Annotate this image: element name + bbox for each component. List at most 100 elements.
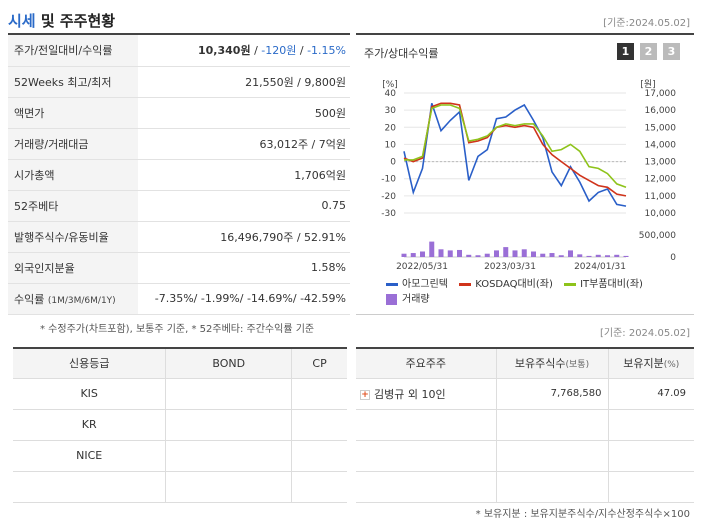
y-left-tick-label: -20 xyxy=(381,192,396,202)
chart-title: 주가/상대수익률 xyxy=(364,47,439,60)
legend-swatch xyxy=(386,294,397,305)
row-label: 주가/전일대비/수익률 xyxy=(8,35,138,67)
column-header: 보유지분(%) xyxy=(607,347,694,379)
volume-bar xyxy=(595,254,601,257)
y-right-tick-label: 17,000 xyxy=(645,89,677,99)
row-value: 10,340원 / -120원 / -1.15% xyxy=(138,35,350,67)
table-header-row: 주요주주 보유주식수(보통) 보유지분(%) xyxy=(356,347,694,379)
price-chart: [%] [원] 40 17,000 30 16,000 20 15,000 10 14,000 0 1… xyxy=(381,79,677,272)
row-label: 거래량/거래대금 xyxy=(8,128,138,160)
volume-bar xyxy=(503,247,509,257)
expand-plus-icon[interactable]: + xyxy=(360,389,370,400)
table-row: KR xyxy=(13,408,347,441)
x-tick-label: 2022/05/31 xyxy=(396,262,448,272)
header-unit: (보통) xyxy=(565,360,590,371)
title-highlight: 시세 xyxy=(8,12,36,30)
column-header: BOND xyxy=(165,347,293,379)
legend-label: 거래량 xyxy=(402,294,430,305)
row-value: 63,012주 / 7억원 xyxy=(138,128,350,160)
table-cell xyxy=(165,408,293,441)
row-value: 500원 xyxy=(138,97,350,129)
table-row xyxy=(356,408,694,441)
legend-label: IT부품대비(좌) xyxy=(580,279,643,290)
table-row xyxy=(356,439,694,472)
volume-bar xyxy=(475,255,481,257)
y-right-tick-label: 10,000 xyxy=(645,209,677,219)
y-right-tick-label: 15,000 xyxy=(645,123,677,133)
column-header: 신용등급 xyxy=(13,347,167,379)
base-date-2: [기준: 2024.05.02] xyxy=(599,328,690,339)
volume-bar xyxy=(558,255,564,257)
divider xyxy=(356,33,694,35)
chart-tabs: 1 2 3 xyxy=(617,43,680,60)
table-cell xyxy=(607,470,694,503)
tab-1[interactable]: 1 xyxy=(617,43,634,60)
y-left-tick-label: -30 xyxy=(381,209,396,219)
y-right-tick-label: 13,000 xyxy=(645,158,677,168)
table-row: 52주베타 0.75 xyxy=(8,190,350,222)
table-row: 거래량/거래대금 63,012주 / 7억원 xyxy=(8,128,350,160)
shares-cell: 7,768,580 xyxy=(495,377,609,410)
row-value: 0.75 xyxy=(138,190,350,222)
table-row: 수익률 (1M/3M/6M/1Y) -7.35%/ -1.99%/ -14.69… xyxy=(8,283,350,315)
table-row: 52Weeks 최고/최저 21,550원 / 9,800원 xyxy=(8,66,350,98)
footnote: * 수정주가(차트포함), 보통주 기준, * 52주베타: 주간수익률 기준 xyxy=(40,324,315,335)
tab-2[interactable]: 2 xyxy=(640,43,657,60)
row-value: -7.35%/ -1.99%/ -14.69%/ -42.59% xyxy=(138,283,350,315)
table-cell xyxy=(607,408,694,441)
series-line xyxy=(404,104,627,189)
row-value: 1,706억원 xyxy=(138,159,350,191)
table-row: NICE xyxy=(13,439,347,472)
table-cell xyxy=(291,377,347,410)
volume-tick-label: 0 xyxy=(670,253,676,263)
row-label: 발행주식수/유동비율 xyxy=(8,221,138,253)
table-cell xyxy=(13,470,167,503)
row-label: 52주베타 xyxy=(8,190,138,222)
table-cell xyxy=(495,439,609,472)
header-unit: (%) xyxy=(663,360,680,371)
volume-bar xyxy=(614,254,620,257)
label-main: 수익률 xyxy=(14,292,45,306)
legend-item: IT부품대비(좌) xyxy=(564,277,643,292)
divider xyxy=(8,33,350,35)
x-tick-label: 2024/01/31 xyxy=(574,262,626,272)
table-cell xyxy=(165,439,293,472)
legend-label: KOSDAQ대비(좌) xyxy=(475,279,553,290)
y-left-tick-label: 30 xyxy=(385,106,397,116)
y-right-tick-label: 12,000 xyxy=(645,175,677,185)
tab-3[interactable]: 3 xyxy=(663,43,680,60)
volume-bar xyxy=(484,253,490,257)
volume-bar xyxy=(420,251,425,257)
chart-panel: 주가/상대수익률 1 2 3 [%] [원] 40 17,000 30 16,000 20 1… xyxy=(356,35,694,315)
credit-rating-table: 신용등급 BOND CP KIS KR NICE xyxy=(13,347,347,503)
legend-swatch xyxy=(386,283,398,286)
rate-value: -1.15% xyxy=(307,44,346,58)
header-label: 보유지분 xyxy=(623,357,664,371)
y-left-tick-label: 40 xyxy=(385,89,397,99)
y-left-tick-label: 10 xyxy=(385,140,397,150)
volume-bar xyxy=(605,255,610,257)
header-label: 보유주식수 xyxy=(514,357,566,371)
table-cell xyxy=(291,439,347,472)
volume-bar xyxy=(447,250,453,257)
chart-legend: 아모그린텍 KOSDAQ대비(좌) IT부품대비(좌) 거래량 xyxy=(386,276,651,310)
volume-bar xyxy=(438,249,444,257)
table-cell xyxy=(165,377,293,410)
section-title: 시세 및 주주현황 xyxy=(8,10,115,31)
row-label: 외국인지분율 xyxy=(8,252,138,284)
volume-bar xyxy=(401,253,407,257)
holder-name-cell[interactable]: + 김병규 외 10인 xyxy=(356,377,497,410)
title-rest: 및 주주현황 xyxy=(35,12,116,30)
table-cell xyxy=(291,470,347,503)
volume-bar xyxy=(549,253,555,257)
table-row: 시가총액 1,706억원 xyxy=(8,159,350,191)
holder-name: 김병규 외 10인 xyxy=(374,387,446,401)
table-row: 주가/전일대비/수익률 10,340원 / -120원 / -1.15% xyxy=(8,35,350,67)
volume-bar xyxy=(457,249,462,257)
row-value: 1.58% xyxy=(138,252,350,284)
legend-swatch xyxy=(459,283,472,286)
table-cell xyxy=(356,439,497,472)
table-header-row: 신용등급 BOND CP xyxy=(13,347,347,379)
row-label: 시가총액 xyxy=(8,159,138,191)
table-cell xyxy=(291,408,347,441)
